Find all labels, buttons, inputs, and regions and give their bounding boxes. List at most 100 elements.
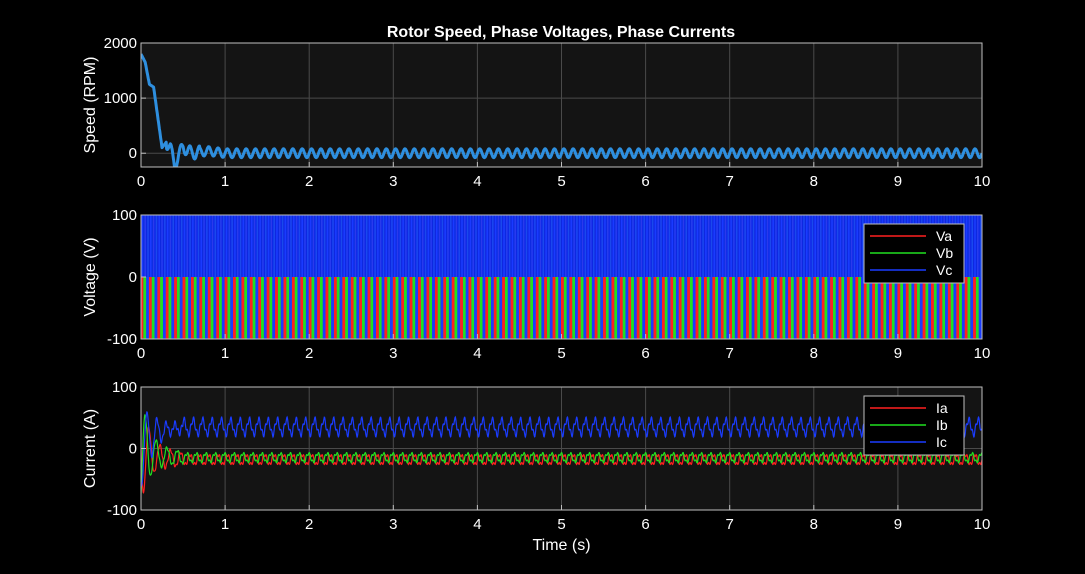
voltage-low-stripe-vb	[152, 277, 155, 339]
voltage-low-stripe-vc	[491, 277, 494, 339]
series-group	[141, 410, 982, 494]
voltage-low-stripe-vb	[682, 277, 685, 339]
voltage-low-stripe-vc	[331, 277, 334, 339]
figure-title: Rotor Speed, Phase Voltages, Phase Curre…	[387, 24, 735, 41]
voltage-low-stripe-vc	[382, 277, 385, 339]
voltage-low-stripe-vb	[185, 277, 189, 339]
voltage-low-stripe-vc	[449, 277, 452, 339]
x-tick-label: 3	[389, 173, 397, 190]
voltage-low-stripe-vb	[656, 277, 660, 339]
voltage-low-stripe-vb	[623, 277, 626, 339]
voltage-low-stripe-vb	[194, 277, 197, 339]
voltage-low-stripe-va	[233, 277, 236, 339]
voltage-low-stripe-vc	[188, 277, 191, 339]
voltage-low-stripe-vb	[227, 277, 231, 339]
voltage-low-stripe-vb	[698, 277, 702, 339]
voltage-low-stripe-vb	[202, 277, 205, 339]
voltage-low-stripe-vc	[928, 277, 932, 339]
voltage-low-stripe-va	[771, 277, 775, 339]
voltage-low-stripe-vb	[917, 277, 920, 339]
voltage-low-stripe-vb	[320, 277, 323, 339]
voltage-low-stripe-vb	[942, 277, 946, 339]
voltage-low-stripe-va	[368, 277, 371, 339]
x-tick-label: 7	[726, 345, 734, 362]
voltage-low-stripe-vb	[833, 277, 836, 339]
voltage-low-stripe-va	[157, 277, 161, 339]
voltage-low-stripe-vc	[693, 277, 696, 339]
voltage-low-stripe-vb	[169, 277, 172, 339]
voltage-low-stripe-vc	[920, 277, 923, 339]
voltage-low-stripe-vb	[143, 277, 147, 339]
voltage-low-stripe-vc	[567, 277, 570, 339]
voltage-low-stripe-vb	[387, 277, 390, 339]
voltage-low-stripe-va	[199, 277, 203, 339]
voltage-low-stripe-vc	[895, 277, 898, 339]
voltage-low-stripe-vb	[505, 277, 508, 339]
voltage-low-stripe-vc	[962, 277, 965, 339]
voltage-low-stripe-vc	[516, 277, 519, 339]
voltage-low-stripe-va	[712, 277, 716, 339]
voltage-low-stripe-vb	[589, 277, 592, 339]
voltage-low-stripe-vb	[269, 277, 273, 339]
voltage-low-stripe-va	[603, 277, 606, 339]
voltage-low-stripe-va	[536, 277, 539, 339]
voltage-low-stripe-va	[813, 277, 817, 339]
voltage-low-stripe-vc	[457, 277, 461, 339]
voltage-low-stripe-vb	[345, 277, 348, 339]
voltage-low-stripe-vc	[911, 277, 915, 339]
y-axis-label: Current (A)	[82, 409, 99, 488]
voltage-low-stripe-vb	[665, 277, 668, 339]
y-tick-label: 100	[112, 207, 137, 224]
voltage-low-stripe-vb	[211, 277, 214, 339]
y-tick-label: 2000	[104, 35, 137, 52]
voltage-low-stripe-vc	[810, 277, 814, 339]
voltage-low-stripe-vb	[362, 277, 365, 339]
voltage-low-stripe-vc	[230, 277, 234, 339]
voltage-low-stripe-vc	[146, 277, 149, 339]
voltage-low-stripe-va	[183, 277, 186, 339]
voltage-low-stripe-vc	[171, 277, 175, 339]
voltage-low-stripe-vb	[488, 277, 491, 339]
voltage-low-stripe-va	[645, 277, 648, 339]
voltage-low-stripe-vb	[799, 277, 803, 339]
voltage-low-stripe-vb	[808, 277, 811, 339]
voltage-low-stripe-vc	[903, 277, 906, 339]
voltage-low-stripe-vb	[572, 277, 576, 339]
voltage-low-stripe-va	[738, 277, 741, 339]
voltage-low-stripe-vb	[875, 277, 878, 339]
y-tick-label: 0	[129, 441, 137, 458]
voltage-low-stripe-vc	[760, 277, 763, 339]
voltage-low-stripe-vc	[785, 277, 789, 339]
voltage-low-stripe-vc	[651, 277, 654, 339]
voltage-low-stripe-va	[258, 277, 262, 339]
voltage-low-stripe-vc	[869, 277, 873, 339]
x-tick-label: 1	[221, 173, 229, 190]
voltage-low-stripe-vb	[278, 277, 281, 339]
voltage-low-stripe-vb	[236, 277, 239, 339]
voltage-low-stripe-va	[359, 277, 362, 339]
voltage-low-stripe-va	[317, 277, 320, 339]
voltage-low-stripe-vc	[878, 277, 881, 339]
voltage-low-stripe-vc	[247, 277, 250, 339]
voltage-low-stripe-va	[418, 277, 421, 339]
voltage-low-stripe-va	[443, 277, 447, 339]
voltage-low-stripe-vc	[558, 277, 561, 339]
voltage-low-stripe-vc	[768, 277, 772, 339]
voltage-low-stripe-va	[670, 277, 674, 339]
y-axis-label: Speed (RPM)	[82, 57, 99, 154]
voltage-low-stripe-vb	[724, 277, 727, 339]
voltage-low-stripe-vc	[752, 277, 755, 339]
voltage-low-stripe-va	[191, 277, 194, 339]
voltage-low-stripe-vb	[480, 277, 483, 339]
x-tick-label: 3	[389, 345, 397, 362]
voltage-low-stripe-vb	[707, 277, 710, 339]
x-tick-label: 3	[389, 516, 397, 533]
voltage-low-stripe-vc	[483, 277, 486, 339]
voltage-low-stripe-va	[889, 277, 892, 339]
voltage-low-stripe-vc	[802, 277, 805, 339]
voltage-low-stripe-va	[746, 277, 749, 339]
x-tick-label: 9	[894, 173, 902, 190]
voltage-low-stripe-vb	[303, 277, 306, 339]
